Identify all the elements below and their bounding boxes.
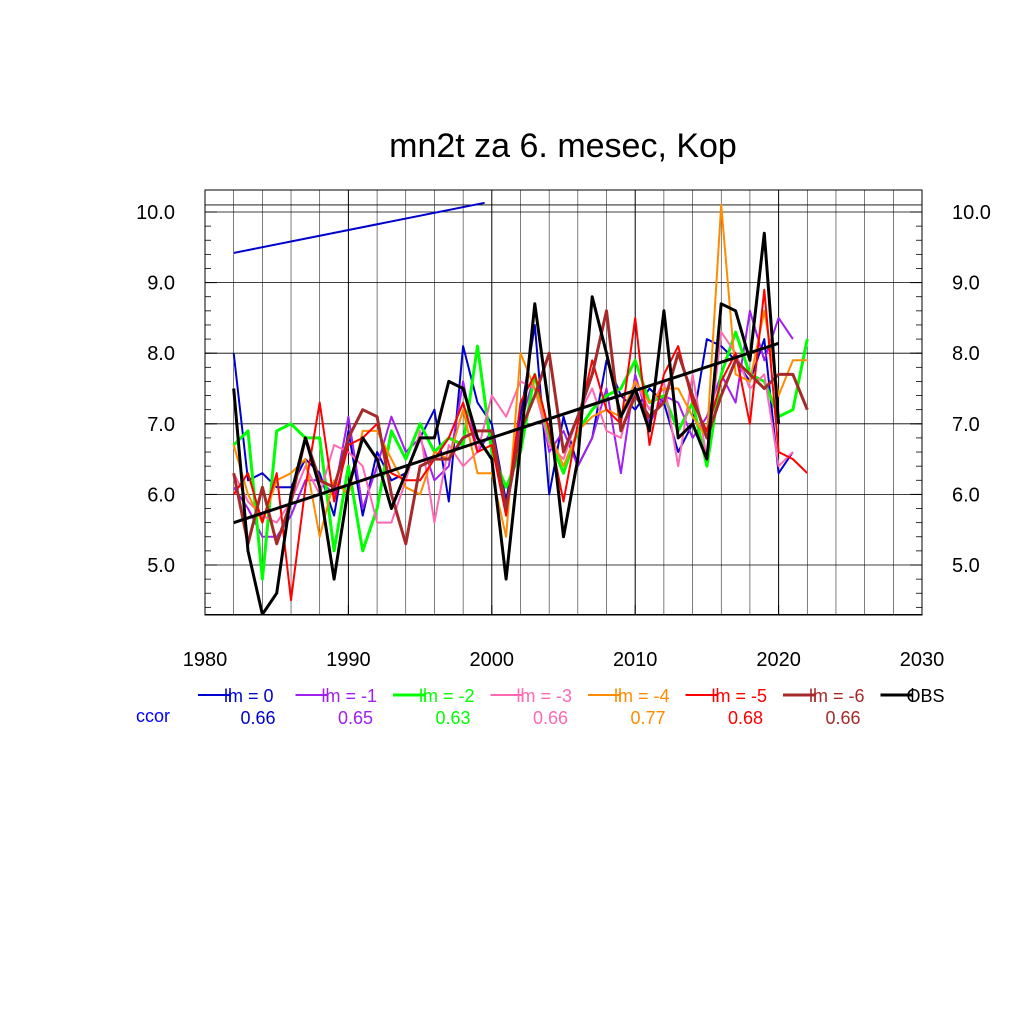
ccor-label: ccor [136,706,170,726]
ccor-value: 0.66 [240,708,275,728]
trend-line-0 [233,341,780,525]
legend-label: OBS [907,686,945,706]
grid [205,190,923,615]
trend-line-1 [233,201,485,254]
x-tick-label: 2010 [613,649,658,671]
ccor-value: 0.66 [825,708,860,728]
ccor-value: 0.77 [630,708,665,728]
y-tick-label: 9.0 [147,273,175,295]
y-tick-label: 8.0 [147,343,175,365]
y-tick-label-right: 10.0 [952,202,991,224]
axes: 1980 1990 2000 2010 2020 2030 5.0 5.0 6.0 6.0 7.0 7… [136,202,991,671]
y-tick-label: 6.0 [147,484,175,506]
series-line-4 [232,203,808,538]
x-tick-label: 1980 [183,649,228,671]
legend-label: lm = -6 [809,686,865,706]
x-tick-label: 2000 [470,649,515,671]
legend-label: lm = -2 [419,686,475,706]
y-tick-label-right: 5.0 [952,555,980,577]
chart-title: mn2t za 6. mesec, Kop [389,127,737,165]
ccor-value: 0.68 [728,708,763,728]
legend-label: lm = -5 [712,686,768,706]
x-tick-label: 2020 [756,649,801,671]
legend-label: lm = -3 [517,686,573,706]
y-tick-label: 5.0 [147,555,175,577]
legend-label: lm = -4 [614,686,670,706]
y-tick-label: 7.0 [147,414,175,436]
ccor-value: 0.65 [338,708,373,728]
legend-label: lm = 0 [224,686,274,706]
plot-frame [204,189,923,616]
legend-label: lm = -1 [322,686,378,706]
ccor-value: 0.66 [533,708,568,728]
series-line-7 [232,231,781,615]
y-tick-label-right: 7.0 [952,414,980,436]
y-tick-label: 10.0 [136,202,175,224]
y-tick-label-right: 6.0 [952,484,980,506]
y-tick-label-right: 8.0 [952,343,980,365]
ccor-value: 0.63 [435,708,470,728]
y-tick-label-right: 9.0 [952,273,980,295]
x-tick-label: 1990 [326,649,371,671]
x-tick-label: 2030 [900,649,945,671]
